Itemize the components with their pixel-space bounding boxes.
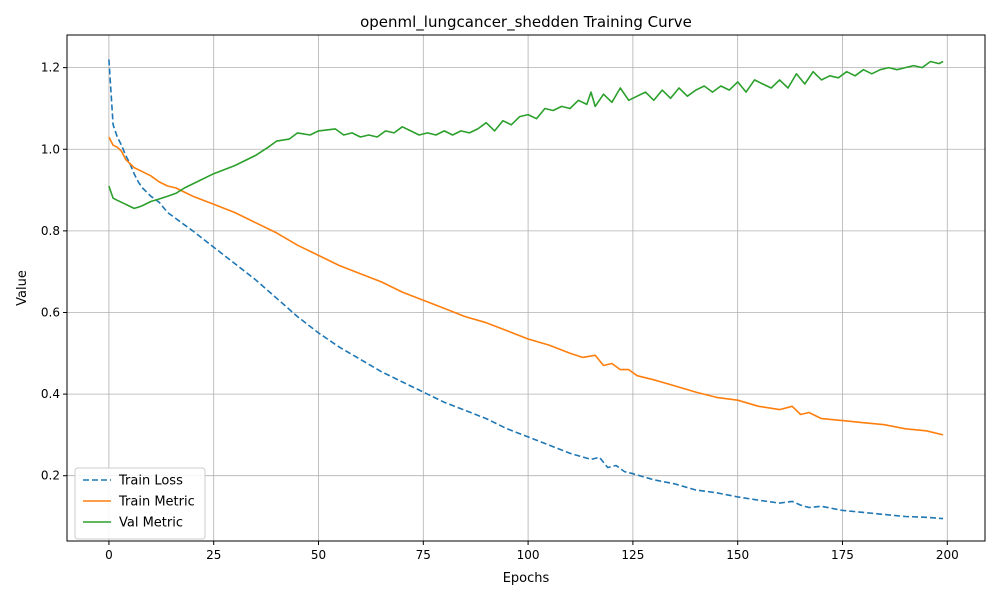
legend: Train Loss Train Metric Val Metric	[74, 467, 206, 540]
x-tick-label: 125	[621, 548, 644, 562]
y-tick-label: 1.0	[41, 142, 60, 156]
y-tick-label: 1.2	[41, 61, 60, 75]
y-tick-label: 0.6	[41, 305, 60, 319]
x-tick-label: 150	[726, 548, 749, 562]
series-line-train-loss	[108, 59, 944, 520]
legend-label: Train Metric	[118, 495, 195, 510]
y-tick-label: 0.2	[41, 469, 60, 483]
x-tick-label: 100	[517, 548, 540, 562]
y-tick-label: 0.4	[41, 387, 60, 401]
x-tick-label: 0	[105, 548, 113, 562]
plot-frame	[66, 34, 986, 542]
y-axis-ticks: 0.2 0.4 0.6 0.8 1.0 1.2	[41, 61, 67, 483]
series-line-val-metric	[108, 60, 944, 210]
legend-label: Val Metric	[119, 516, 183, 531]
x-tick-label: 200	[936, 548, 959, 562]
series-line-train-metric	[108, 136, 944, 436]
legend-label: Train Loss	[118, 474, 183, 489]
grid-lines	[67, 35, 985, 541]
y-axis-label: Value	[15, 270, 30, 306]
x-tick-label: 25	[206, 548, 221, 562]
series-lines	[108, 59, 944, 520]
x-tick-label: 50	[311, 548, 326, 562]
x-tick-label: 75	[416, 548, 431, 562]
x-axis-label: Epochs	[503, 571, 550, 586]
x-tick-label: 175	[831, 548, 854, 562]
chart-title: openml_lungcancer_shedden Training Curve	[360, 13, 692, 32]
y-tick-label: 0.8	[41, 224, 60, 238]
x-axis-ticks: 0 25 50 75 100 125 150 175 200	[105, 541, 959, 562]
